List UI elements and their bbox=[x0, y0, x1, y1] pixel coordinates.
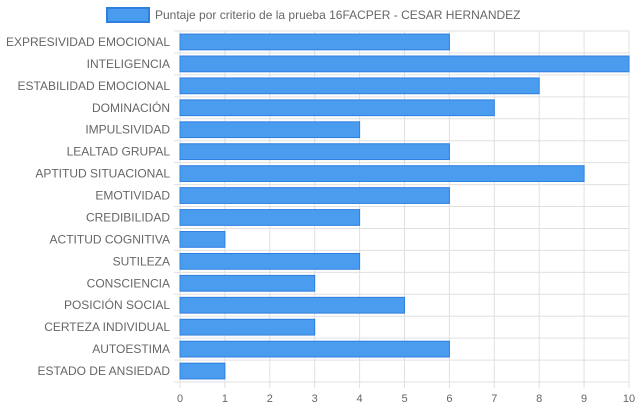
category-label: IMPULSIVIDAD bbox=[85, 123, 170, 137]
bar[interactable] bbox=[179, 33, 450, 51]
category-label: POSICIÓN SOCIAL bbox=[64, 297, 170, 312]
x-tick-label: 5 bbox=[401, 393, 407, 405]
legend-swatch bbox=[106, 7, 150, 23]
bar[interactable] bbox=[179, 99, 495, 117]
category-label: ESTADO DE ANSIEDAD bbox=[38, 364, 171, 378]
x-tick-label: 7 bbox=[491, 393, 497, 405]
x-tick-label: 2 bbox=[267, 393, 273, 405]
x-tick-label: 4 bbox=[357, 393, 363, 405]
category-label: ESTABILIDAD EMOCIONAL bbox=[18, 79, 171, 93]
bar[interactable] bbox=[179, 165, 585, 182]
category-label: CREDIBILIDAD bbox=[86, 210, 170, 224]
category-label: CONSCIENCIA bbox=[87, 276, 170, 290]
bar[interactable] bbox=[179, 121, 361, 139]
bar[interactable] bbox=[179, 77, 540, 95]
bar[interactable] bbox=[179, 55, 630, 73]
category-label: CERTEZA INDIVIDUAL bbox=[44, 320, 170, 334]
bar[interactable] bbox=[179, 209, 361, 226]
bar[interactable] bbox=[179, 318, 316, 336]
x-tick-label: 6 bbox=[446, 393, 452, 405]
bar[interactable] bbox=[179, 296, 405, 314]
bar[interactable] bbox=[179, 187, 450, 204]
bar[interactable] bbox=[179, 274, 316, 292]
legend[interactable]: Puntaje por criterio de la prueba 16FACP… bbox=[106, 7, 520, 23]
x-tick-label: 10 bbox=[623, 393, 635, 405]
category-label: EXPRESIVIDAD EMOCIONAL bbox=[6, 35, 170, 49]
bar[interactable] bbox=[179, 231, 226, 248]
bar[interactable] bbox=[179, 252, 361, 270]
legend-label: Puntaje por criterio de la prueba 16FACP… bbox=[155, 8, 520, 22]
category-label: APTITUD SITUACIONAL bbox=[35, 167, 170, 181]
x-axis-ticks: 0 1 2 3 4 5 6 7 8 9 10 bbox=[177, 393, 635, 405]
category-label: ACTITUD COGNITIVA bbox=[50, 232, 170, 246]
x-tick-label: 8 bbox=[536, 393, 542, 405]
x-tick-label: 3 bbox=[312, 393, 318, 405]
x-tick-label: 1 bbox=[222, 393, 228, 405]
bar[interactable] bbox=[179, 362, 226, 380]
category-labels: EXPRESIVIDAD EMOCIONAL INTELIGENCIA ESTABI… bbox=[6, 35, 170, 378]
bars bbox=[179, 33, 630, 380]
category-label: INTELIGENCIA bbox=[87, 57, 170, 71]
category-label: AUTOESTIMA bbox=[92, 342, 170, 356]
category-label: SUTILEZA bbox=[113, 254, 170, 268]
category-label: EMOTIVIDAD bbox=[95, 189, 170, 203]
x-tick-label: 9 bbox=[581, 393, 587, 405]
x-tick-label: 0 bbox=[177, 393, 183, 405]
bar[interactable] bbox=[179, 340, 450, 358]
category-label: DOMINACIÓN bbox=[92, 100, 170, 115]
bar[interactable] bbox=[179, 143, 450, 161]
category-label: LEALTAD GRUPAL bbox=[67, 145, 171, 159]
